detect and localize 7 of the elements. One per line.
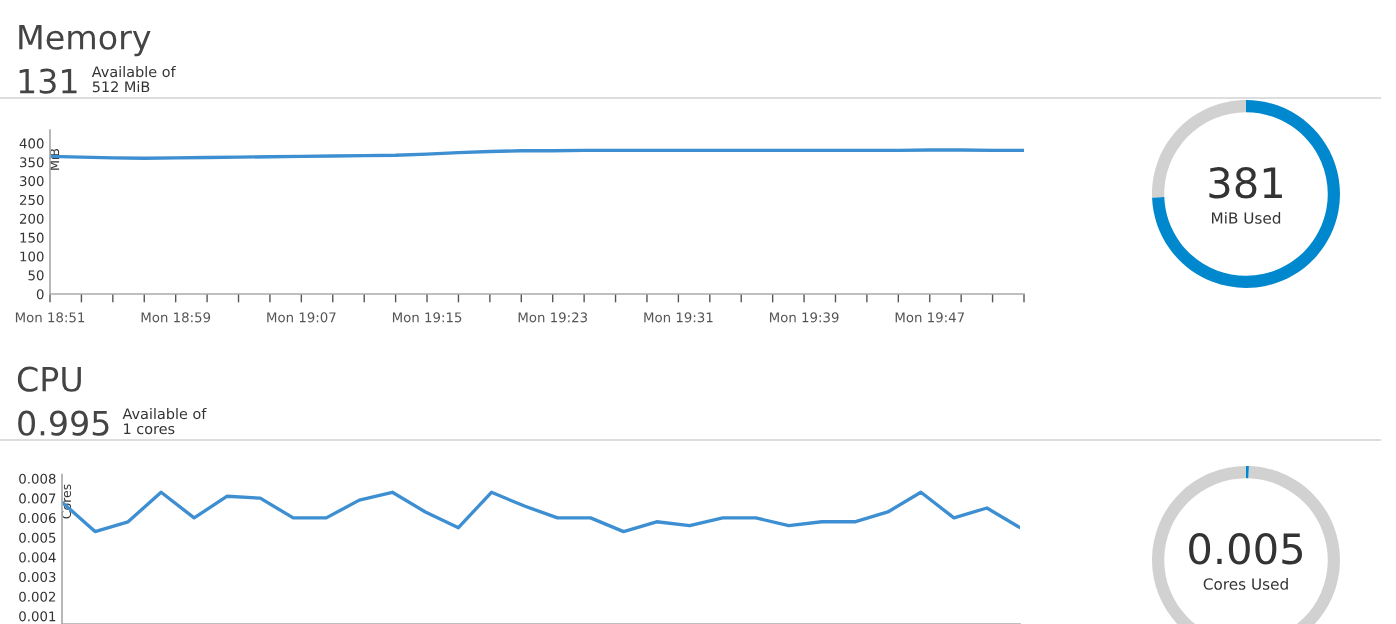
chart-subtitle: 0.995 [18, 410, 109, 436]
chart-subtitle: 131 [19, 68, 77, 94]
chart-title: Memory [19, 25, 151, 57]
text: 381 [1209, 167, 1282, 199]
chart-title: CPU [17, 366, 81, 392]
donut-slice [1152, 100, 1340, 288]
text: 0.005 [1189, 533, 1302, 565]
